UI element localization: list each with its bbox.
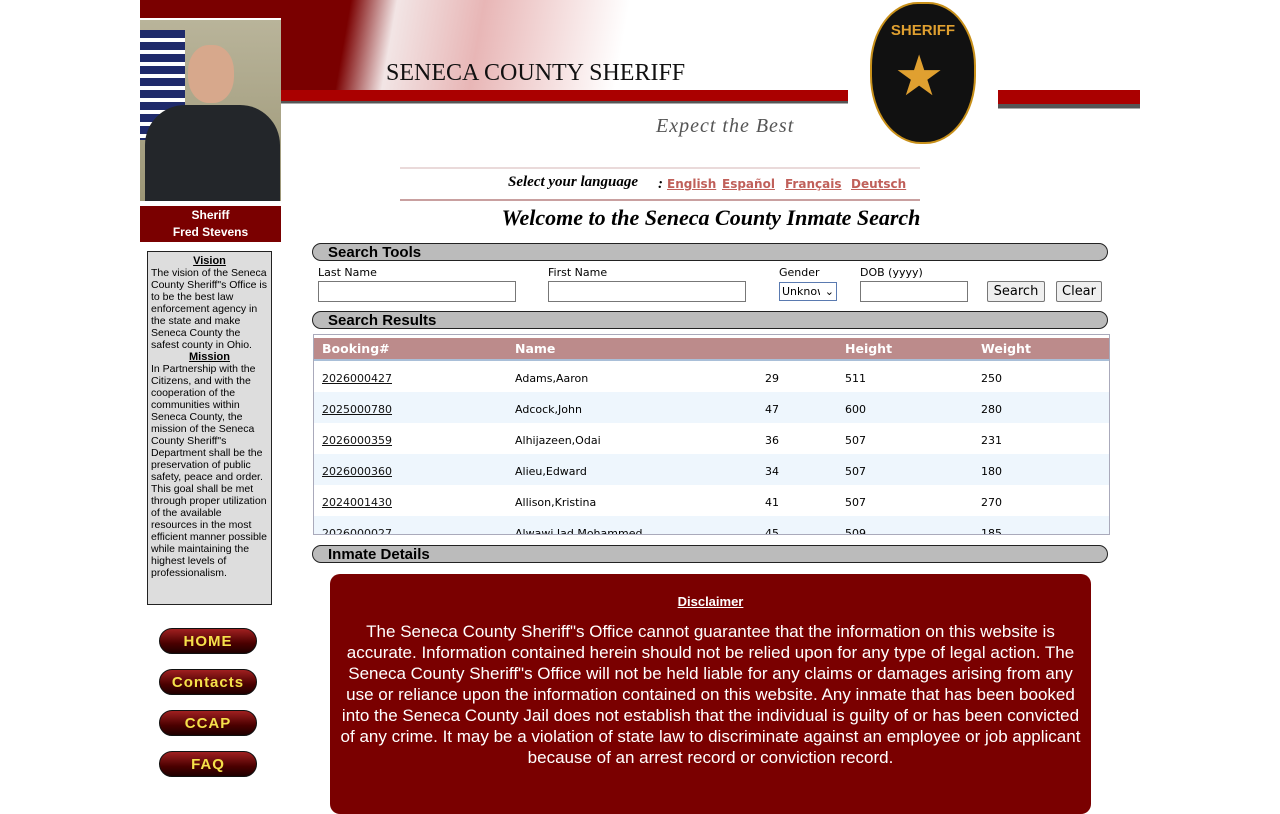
tagline: Expect the Best (656, 115, 795, 137)
name-cell: Adams,Aaron (515, 372, 589, 385)
sheriff-name: Fred Stevens (172, 225, 249, 239)
height-cell: 600 (845, 403, 866, 416)
top-red-bar (140, 0, 281, 18)
height-cell: 507 (845, 465, 866, 478)
age-cell: 34 (765, 465, 779, 478)
vision-mission-box: Vision The vision of the Seneca County S… (147, 251, 272, 605)
booking-cell: 2026000427 (322, 372, 392, 385)
height-cell: 509 (845, 527, 866, 535)
sheriff-badge-logo: SHERIFF ★ (870, 2, 976, 144)
weight-cell: 250 (981, 372, 1002, 385)
clear-button[interactable]: Clear (1056, 281, 1102, 302)
weight-cell: 231 (981, 434, 1002, 447)
mission-heading: Mission (189, 351, 230, 363)
page-title: Welcome to the Seneca County Inmate Sear… (501, 205, 921, 230)
weight-cell: 280 (981, 403, 1002, 416)
weight-cell: 270 (981, 496, 1002, 509)
search-results-heading: Search Results (312, 311, 1108, 329)
booking-link[interactable]: 2024001430 (322, 496, 392, 509)
booking-cell: 2026000027 (322, 527, 392, 535)
age-cell: 36 (765, 434, 779, 447)
height-cell: 507 (845, 434, 866, 447)
dob-input[interactable] (860, 281, 968, 302)
name-cell: Adcock,John (515, 403, 582, 416)
search-button[interactable]: Search (987, 281, 1045, 302)
col-booking: Booking# (322, 341, 390, 356)
results-table[interactable]: Booking# Name Height Weight 2026000427 Ad… (313, 334, 1110, 535)
disclaimer-title: Disclaimer (677, 594, 744, 609)
name-cell: Alwawi,Jad Mohammed (515, 527, 643, 535)
table-header: Booking# Name Height Weight (314, 338, 1109, 362)
language-bar: Select your language : English Español F… (400, 167, 920, 201)
vision-heading: Vision (193, 255, 226, 267)
last-name-label: Last Name (318, 266, 377, 279)
nav-home-button[interactable]: HOME (159, 628, 257, 654)
header-stripe (998, 90, 1140, 113)
language-label: Select your language (508, 174, 638, 190)
table-row[interactable]: 2026000360 Alieu,Edward 34 507 180 (314, 454, 1109, 486)
height-cell: 511 (845, 372, 866, 385)
language-colon: : (658, 176, 663, 192)
lang-deutsch-link[interactable]: Deutsch (851, 177, 907, 191)
gender-label: Gender (779, 266, 820, 279)
nav-faq-button[interactable]: FAQ (159, 751, 257, 777)
mission-text: In Partnership with the Citizens, and wi… (151, 363, 267, 579)
nav-ccap-button[interactable]: CCAP (159, 710, 257, 736)
weight-cell: 185 (981, 527, 1002, 535)
table-row[interactable]: 2026000359 Alhijazeen,Odai 36 507 231 (314, 423, 1109, 455)
weight-cell: 180 (981, 465, 1002, 478)
first-name-input[interactable] (548, 281, 746, 302)
gender-select[interactable]: Unknown⌄ (779, 282, 837, 301)
booking-link[interactable]: 2025000780 (322, 403, 392, 416)
booking-link[interactable]: 2026000360 (322, 465, 392, 478)
booking-cell: 2025000780 (322, 403, 392, 416)
vision-text: The vision of the Seneca County Sheriff"… (151, 267, 267, 351)
site-title: SENECA COUNTY SHERIFF (386, 60, 686, 86)
table-row[interactable]: 2024001430 Allison,Kristina 41 507 270 (314, 485, 1109, 517)
name-cell: Alhijazeen,Odai (515, 434, 601, 447)
lang-francais-link[interactable]: Français (785, 177, 842, 191)
inmate-details-heading: Inmate Details (312, 545, 1108, 563)
name-cell: Allison,Kristina (515, 496, 597, 509)
col-height: Height (845, 341, 893, 356)
table-row[interactable]: 2026000027 Alwawi,Jad Mohammed 45 509 185 (314, 516, 1109, 535)
age-cell: 29 (765, 372, 779, 385)
header-banner (281, 0, 848, 165)
disclaimer-box: Disclaimer The Seneca County Sheriff"s O… (330, 574, 1091, 814)
lang-espanol-link[interactable]: Español (722, 177, 775, 191)
sheriff-photo (140, 20, 281, 201)
last-name-input[interactable] (318, 281, 516, 302)
booking-cell: 2026000360 (322, 465, 392, 478)
table-row[interactable]: 2026000427 Adams,Aaron 29 511 250 (314, 361, 1109, 393)
booking-cell: 2024001430 (322, 496, 392, 509)
col-name: Name (515, 341, 556, 356)
booking-cell: 2026000359 (322, 434, 392, 447)
first-name-label: First Name (548, 266, 608, 279)
lang-english-link[interactable]: English (667, 177, 717, 191)
age-cell: 45 (765, 527, 779, 535)
sheriff-title: Sheriff (191, 208, 230, 222)
sheriff-nameplate: Sheriff Fred Stevens (140, 206, 281, 242)
col-weight: Weight (981, 341, 1031, 356)
height-cell: 507 (845, 496, 866, 509)
nav-contacts-button[interactable]: Contacts (159, 669, 257, 695)
booking-link[interactable]: 2026000427 (322, 372, 392, 385)
age-cell: 41 (765, 496, 779, 509)
search-tools-heading: Search Tools (312, 243, 1108, 261)
booking-link[interactable]: 2026000359 (322, 434, 392, 447)
name-cell: Alieu,Edward (515, 465, 587, 478)
age-cell: 47 (765, 403, 779, 416)
table-row[interactable]: 2025000780 Adcock,John 47 600 280 (314, 392, 1109, 424)
chevron-down-icon: ⌄ (824, 285, 834, 298)
disclaimer-text: The Seneca County Sheriff"s Office canno… (340, 622, 1081, 767)
booking-link[interactable]: 2026000027 (322, 527, 392, 535)
dob-label: DOB (yyyy) (860, 266, 923, 279)
